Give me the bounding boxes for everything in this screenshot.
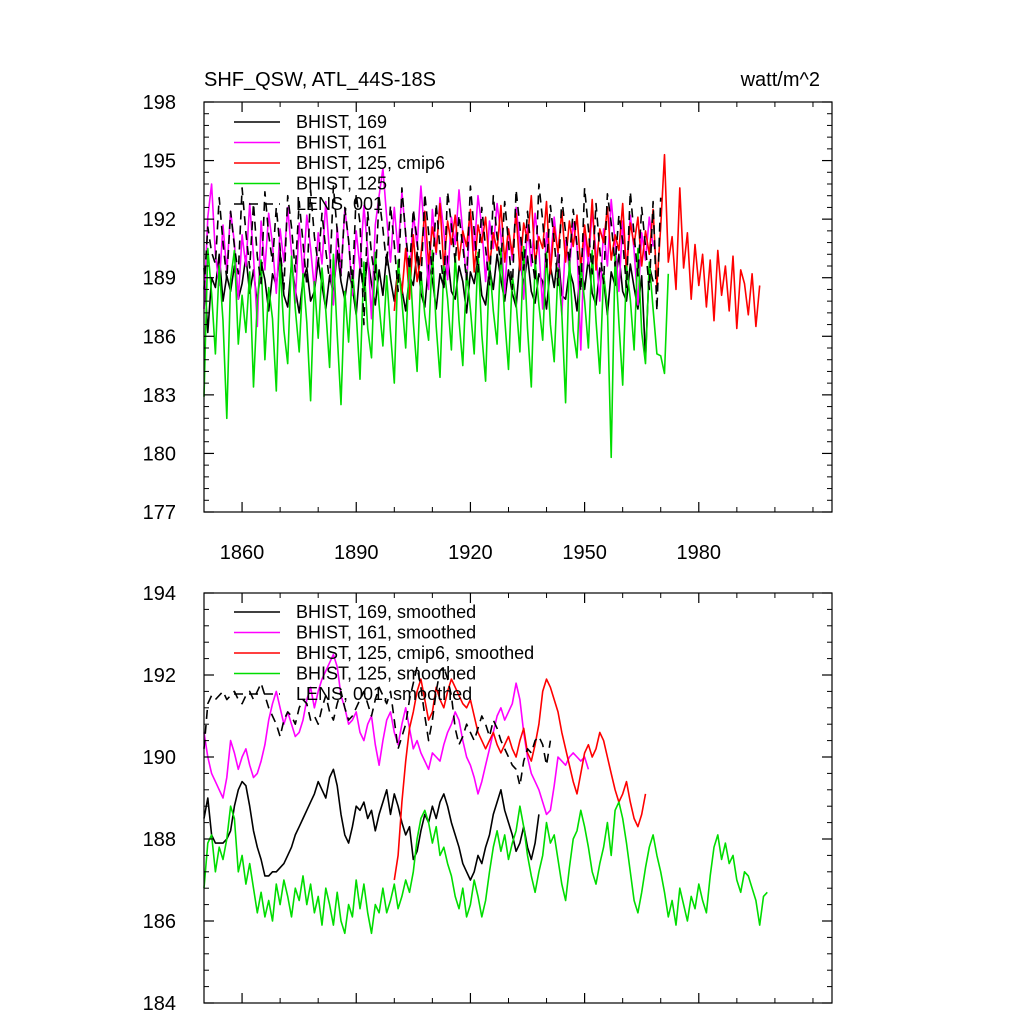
top-chart-units: watt/m^2 <box>740 69 820 91</box>
legend-label-2: BHIST, 161, smoothed <box>296 623 476 643</box>
legend-label-4: BHIST, 125 <box>296 174 387 194</box>
y-tick-label: 186 <box>143 911 176 933</box>
legend-label-3: BHIST, 125, cmip6, smoothed <box>296 643 534 663</box>
legend-label-5: LENS, 001, smoothed <box>296 684 472 704</box>
plot-frame <box>203 101 833 513</box>
series-line-3 <box>393 153 761 330</box>
x-tick-label: 1980 <box>677 542 722 564</box>
y-tick-label: 189 <box>143 268 176 290</box>
top-chart-plot: 177 180 183 186 189 192 195 198 1860 1890 1920 1950… <box>143 92 833 564</box>
y-tick-label: 192 <box>143 209 176 231</box>
y-tick-label: 184 <box>143 993 176 1015</box>
y-tick-label: 198 <box>143 92 176 114</box>
y-tick-label: 183 <box>143 385 176 407</box>
top-panel: SHF_QSW, ATL_44S-18S watt/m^2 1771801831… <box>143 69 833 564</box>
x-tick-label: 1860 <box>220 542 265 564</box>
series-line-4 <box>203 801 768 935</box>
y-tick-label: 188 <box>143 829 176 851</box>
x-tick-label: 1950 <box>562 542 607 564</box>
legend-label-1: BHIST, 169, smoothed <box>296 602 476 622</box>
y-tick-label: 177 <box>143 502 176 524</box>
y-tick-label: 192 <box>143 665 176 687</box>
plot-frame <box>203 592 833 1004</box>
y-tick-label: 180 <box>143 443 176 465</box>
x-tick-label: 1920 <box>448 542 493 564</box>
top-chart-title: SHF_QSW, ATL_44S-18S <box>204 69 436 91</box>
series-line-1 <box>203 768 540 881</box>
series-line-3 <box>393 678 647 881</box>
y-tick-label: 186 <box>143 326 176 348</box>
legend-label-5: LENS, 001 <box>296 194 383 214</box>
legend-label-3: BHIST, 125, cmip6 <box>296 153 445 173</box>
y-tick-label: 190 <box>143 747 176 769</box>
y-tick-label: 194 <box>143 583 176 605</box>
legend-label-2: BHIST, 161 <box>296 133 387 153</box>
legend-label-1: BHIST, 169 <box>296 112 387 132</box>
x-tick-label: 1890 <box>334 542 379 564</box>
y-tick-label: 195 <box>143 151 176 173</box>
legend-label-4: BHIST, 125, smoothed <box>296 664 476 684</box>
series-line-2 <box>203 167 654 351</box>
series-line-4 <box>203 245 670 459</box>
series-line-5 <box>203 183 662 326</box>
